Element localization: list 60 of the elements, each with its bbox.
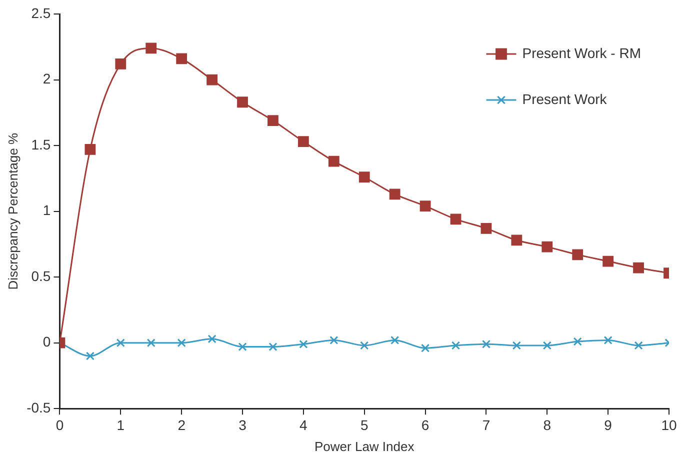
x-tick-label: 8 (543, 416, 552, 433)
point (633, 262, 644, 274)
y-axis-title: Discrepancy Percentage % (5, 132, 20, 290)
x-tick-label: 6 (421, 416, 430, 433)
point (328, 156, 340, 167)
y-tick-label: 0.5 (31, 268, 51, 284)
point (268, 115, 278, 126)
x-tick-label: 0 (56, 416, 64, 433)
x-tick-label: 2 (178, 416, 186, 433)
y-tick-label: 0 (42, 334, 51, 350)
point (115, 58, 126, 70)
point (299, 340, 308, 348)
x-tick-label: 7 (482, 416, 490, 433)
legend-label: Present Work - RM (522, 44, 642, 61)
point (358, 172, 370, 183)
x-tick-label: 5 (360, 416, 368, 433)
point (390, 336, 400, 344)
point (298, 136, 309, 148)
point (86, 352, 94, 360)
point (450, 214, 462, 225)
x-tick-label: 1 (116, 416, 125, 433)
point (602, 256, 614, 267)
point (634, 341, 643, 350)
point (146, 338, 156, 348)
point (360, 341, 369, 350)
point (389, 188, 400, 200)
point (330, 336, 338, 344)
point (542, 341, 552, 350)
point (84, 144, 96, 155)
point (177, 338, 186, 348)
point (604, 336, 612, 344)
y-tick-label: 1 (42, 202, 51, 218)
point (206, 74, 218, 86)
point (542, 241, 553, 252)
point (238, 342, 247, 352)
y-tick-label: 1.5 (31, 136, 51, 152)
x-tick-label: 10 (661, 416, 677, 433)
point (176, 53, 188, 64)
y-tick-label: -0.5 (26, 399, 51, 416)
point (420, 200, 431, 212)
x-tick-label: 3 (238, 416, 247, 433)
point (421, 344, 430, 352)
y-tick-label: 2 (42, 70, 51, 87)
y-tick-label: 2.5 (31, 4, 51, 21)
x-tick-label: 9 (604, 416, 612, 433)
point (237, 96, 248, 108)
point (512, 341, 521, 350)
point (451, 341, 460, 350)
point (573, 337, 582, 346)
legend-label: Present Work (522, 90, 608, 107)
point (482, 340, 491, 348)
point (268, 342, 278, 352)
point (146, 42, 157, 54)
point (208, 334, 216, 344)
point (116, 338, 125, 348)
x-axis-title: Power Law Index (314, 438, 415, 454)
point (572, 249, 584, 260)
x-tick-label: 4 (300, 416, 308, 433)
point (480, 222, 492, 234)
point (511, 234, 522, 246)
